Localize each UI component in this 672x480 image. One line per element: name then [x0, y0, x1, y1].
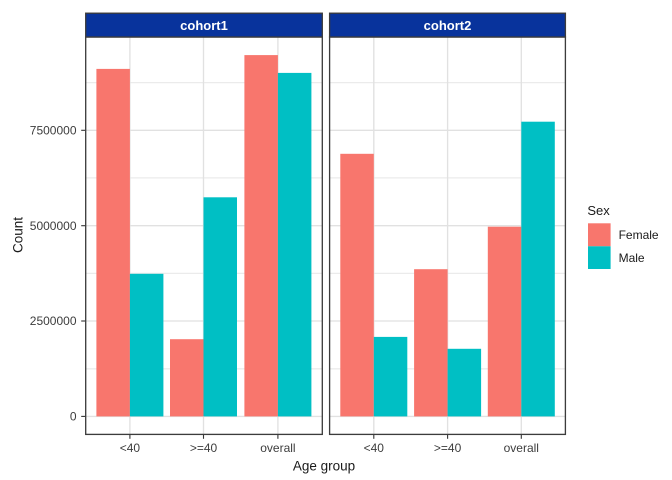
svg-text:<40: <40 — [364, 441, 385, 455]
svg-text:cohort2: cohort2 — [424, 18, 472, 33]
svg-text:overall: overall — [504, 441, 539, 455]
svg-text:>=40: >=40 — [190, 441, 218, 455]
svg-text:7500000: 7500000 — [30, 124, 77, 138]
svg-text:0: 0 — [70, 410, 77, 424]
svg-text:5000000: 5000000 — [30, 219, 77, 233]
svg-text:>=40: >=40 — [434, 441, 462, 455]
svg-text:cohort1: cohort1 — [180, 18, 228, 33]
svg-text:2500000: 2500000 — [30, 314, 77, 328]
svg-text:Female: Female — [619, 228, 659, 242]
svg-text:Sex: Sex — [587, 203, 610, 218]
svg-text:<40: <40 — [120, 441, 141, 455]
svg-text:overall: overall — [260, 441, 295, 455]
svg-text:Count: Count — [11, 217, 26, 253]
svg-text:Age group: Age group — [293, 458, 355, 473]
svg-text:Male: Male — [619, 251, 645, 265]
